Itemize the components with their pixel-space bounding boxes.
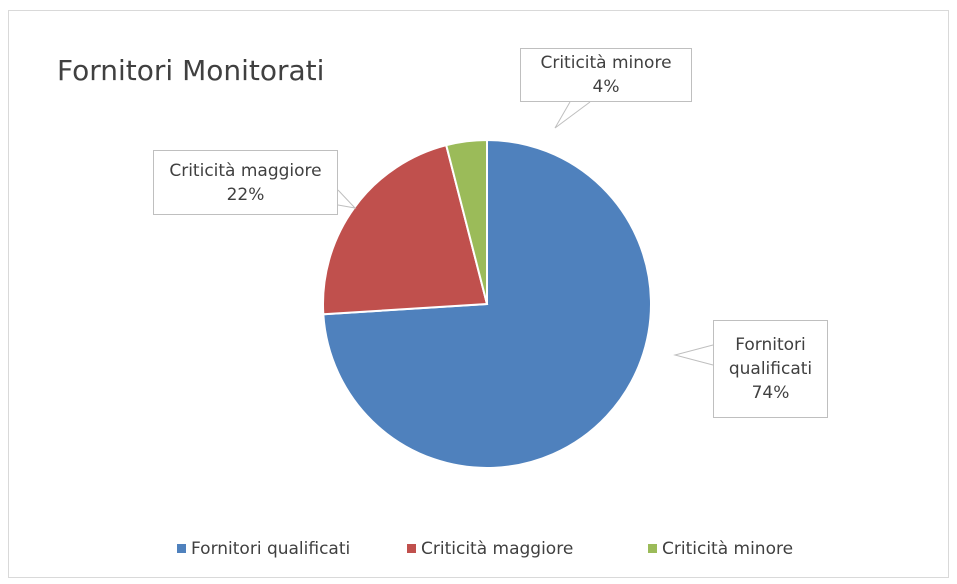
legend-label: Criticità maggiore	[421, 539, 573, 559]
data-label-category: Criticità maggiore	[169, 160, 322, 181]
chart-title: Fornitori Monitorati	[57, 54, 324, 87]
legend-label: Criticità minore	[662, 539, 793, 559]
data-label: Fornitori qualificati 74%	[713, 320, 828, 418]
legend-swatch	[177, 544, 186, 553]
legend-label: Fornitori qualificati	[191, 539, 350, 559]
data-label-value: 22%	[226, 184, 265, 205]
data-label-value: 4%	[592, 77, 620, 97]
callout-pointer	[673, 344, 714, 366]
data-label-category: Criticità minore	[540, 53, 672, 73]
legend-swatch	[648, 544, 657, 553]
callout-pointer	[337, 189, 357, 209]
data-label: Criticità minore 4%	[520, 48, 692, 102]
callout-pointer	[554, 101, 591, 129]
data-label-category: Fornitori qualificati	[728, 335, 813, 379]
data-label: Criticità maggiore 22%	[153, 150, 338, 215]
data-label-value: 74%	[751, 383, 790, 403]
pie-slice	[444, 138, 488, 305]
legend-swatch	[407, 544, 416, 553]
